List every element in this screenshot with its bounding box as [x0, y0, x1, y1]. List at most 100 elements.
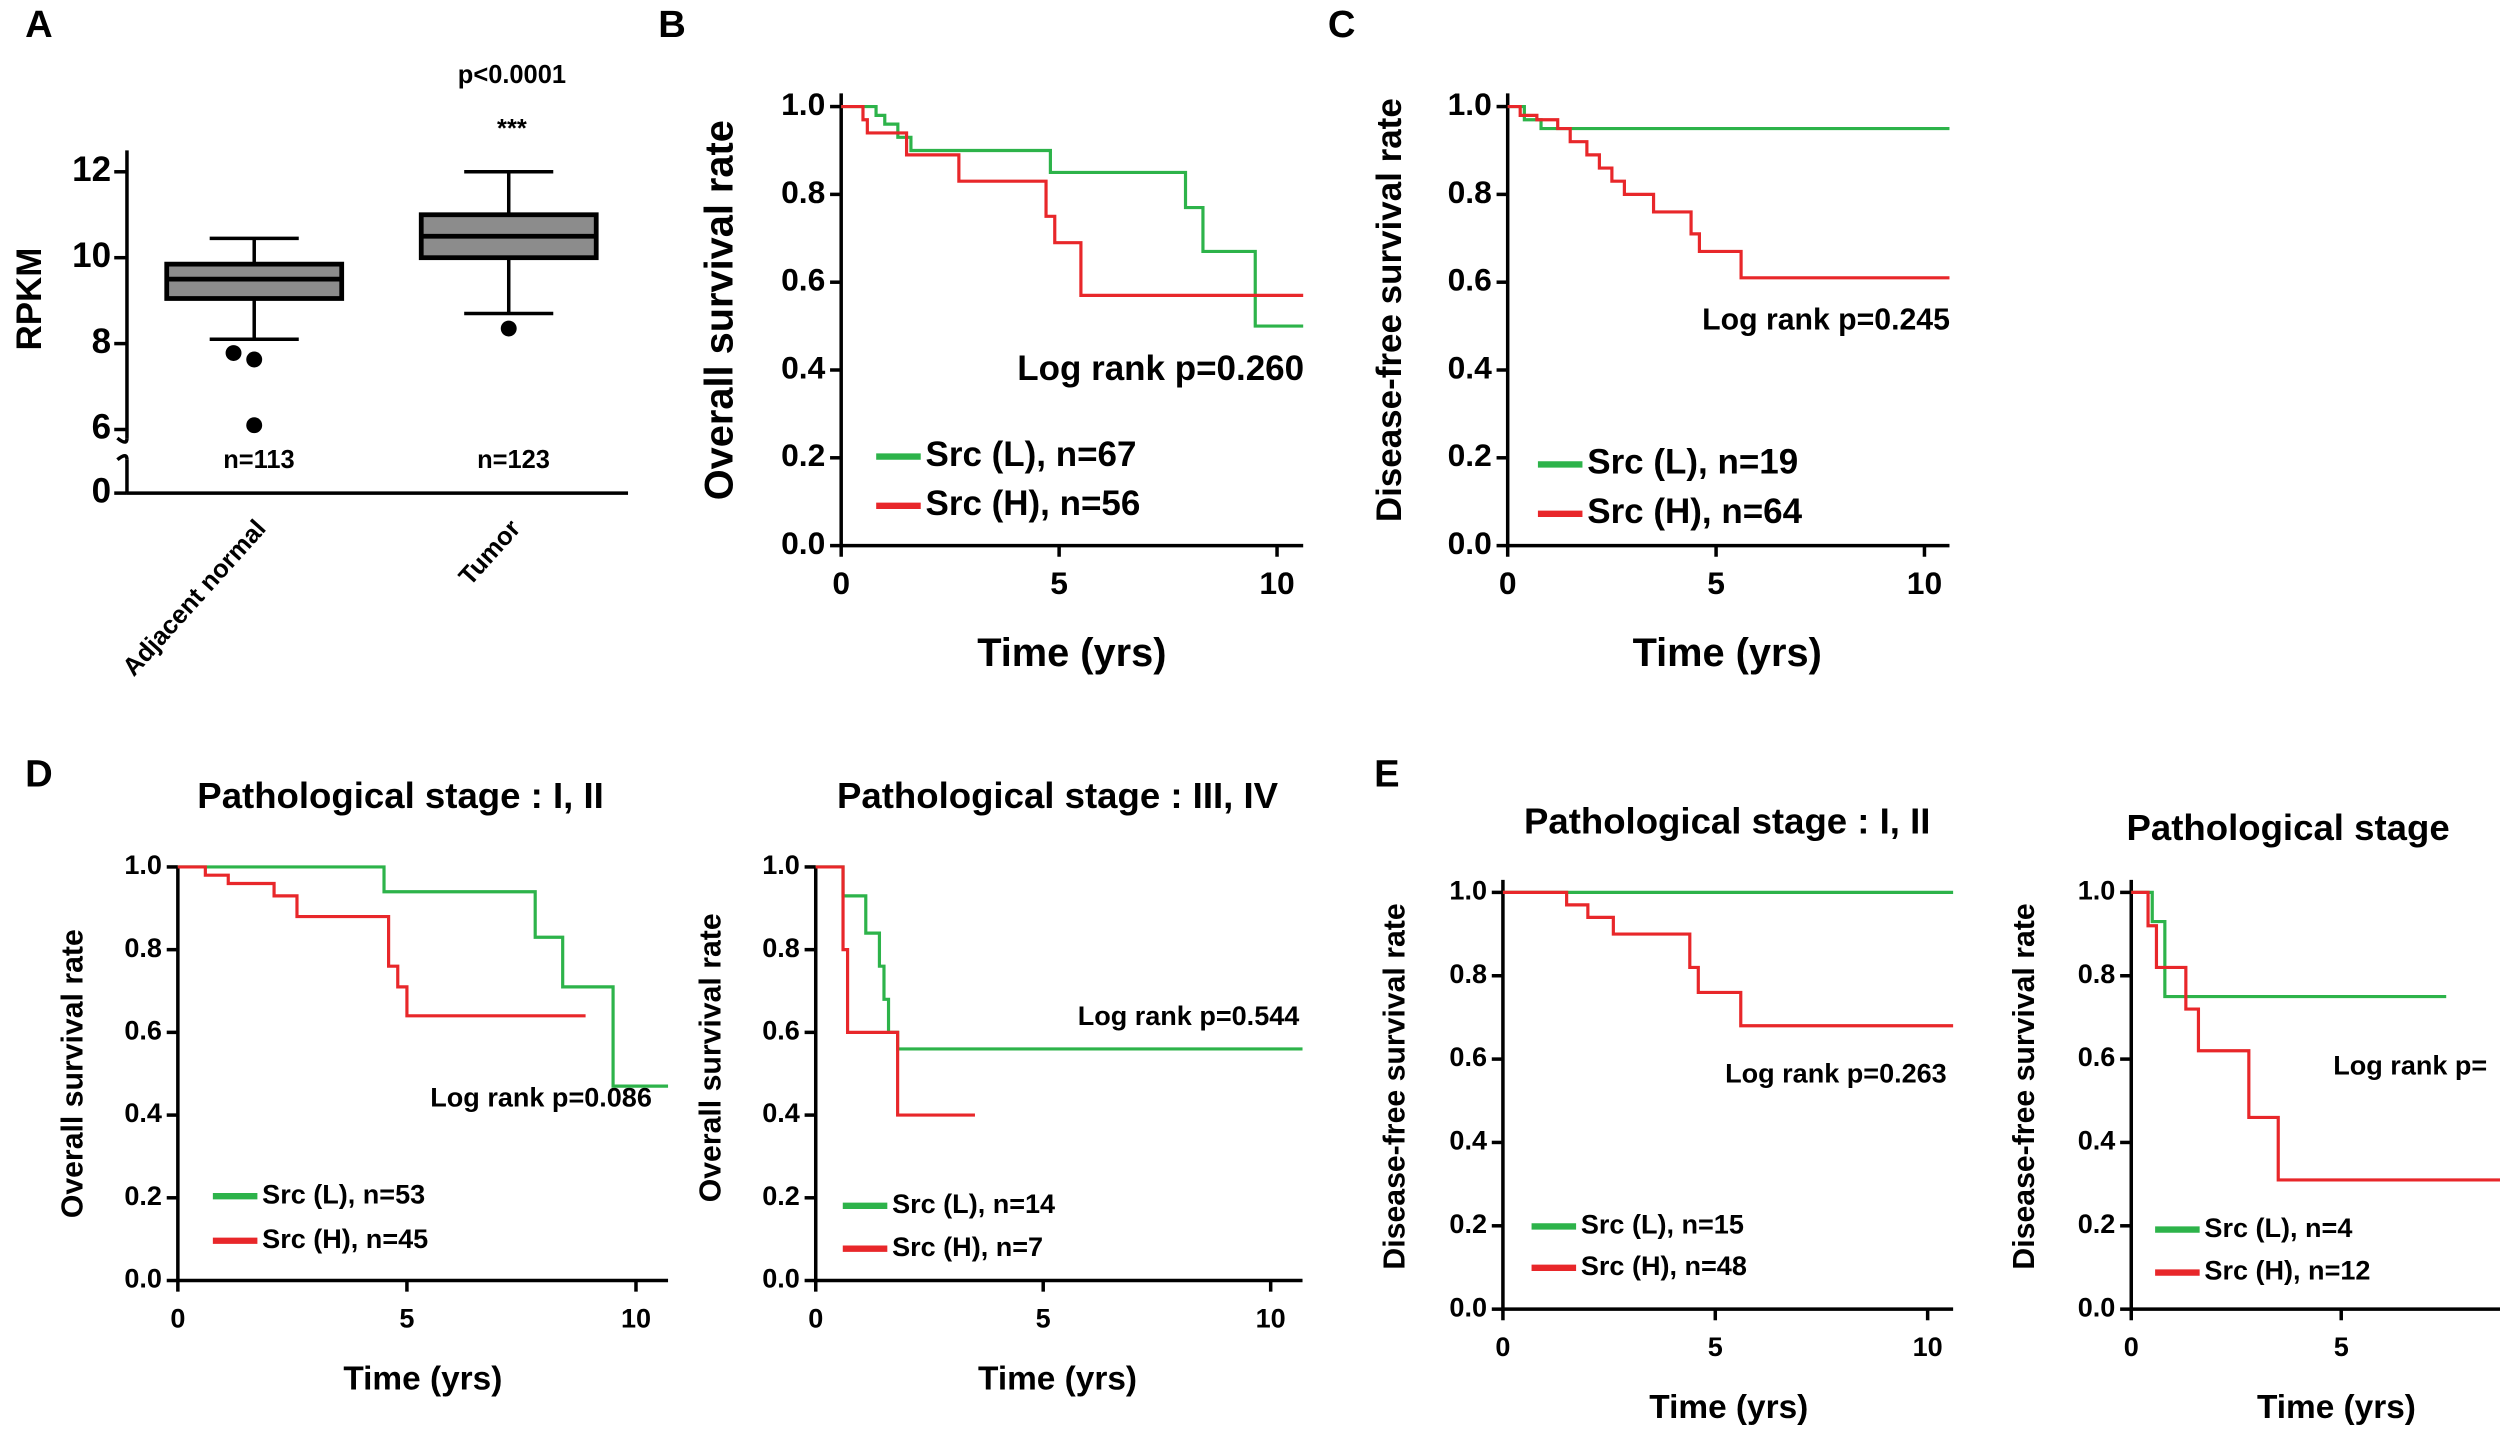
y-tick-label: 0.8 [762, 933, 800, 963]
survival-curve [2131, 890, 2500, 1182]
chart-title: Pathological stage : I, II [197, 775, 604, 816]
survival-curve [2131, 890, 2447, 999]
y-tick-label: 1.0 [1449, 876, 1487, 906]
panel-label: B [658, 3, 686, 46]
legend-label: Src (H), n=48 [1581, 1251, 1747, 1281]
y-tick-label: 0.2 [124, 1181, 162, 1211]
y-tick-label: 1.0 [762, 850, 800, 880]
x-axis-label: Time (yrs) [977, 631, 1166, 675]
y-tick-label: 0.8 [2078, 959, 2116, 989]
y-tick-label: 0.6 [2078, 1042, 2116, 1072]
y-tick-label: 0.8 [1448, 174, 1492, 210]
y-tick-label: 0.0 [762, 1264, 800, 1294]
x-axis-label: Time (yrs) [2257, 1389, 2416, 1426]
annotation: Log rank p=0.245 [1702, 303, 1950, 336]
survival-curve [1502, 890, 1954, 1028]
y-axis-label: Overall survival rate [697, 120, 741, 500]
legend-label: Src (H), n=64 [1587, 492, 1802, 531]
y-tick-label: 0.0 [2078, 1292, 2116, 1322]
y-tick-label: 0.2 [1449, 1209, 1487, 1239]
survival-curve [177, 865, 586, 1018]
y-tick-label: 0.4 [124, 1098, 162, 1128]
x-tick-label: 0 [1495, 1332, 1510, 1362]
y-tick-label: 0.6 [124, 1016, 162, 1046]
y-tick-label: 1.0 [781, 86, 825, 122]
y-tick-label: 1.0 [1448, 86, 1492, 122]
y-tick-label: 0.8 [1449, 959, 1487, 989]
y-tick-label: 10 [72, 236, 111, 275]
y-tick-label: 0.0 [1449, 1292, 1487, 1322]
y-tick-label: 6 [92, 408, 111, 447]
x-tick-label: Tumor [454, 515, 527, 591]
y-tick-label: 1.0 [2078, 876, 2116, 906]
p-value: p<0.0001 [458, 61, 566, 89]
survival-curve [815, 865, 975, 1117]
legend-label: Src (L), n=19 [1587, 443, 1798, 482]
x-tick-label: 5 [1708, 1332, 1723, 1362]
x-axis-label: Time (yrs) [1649, 1389, 1808, 1426]
y-axis-label: Disease-free survival rate [2008, 903, 2041, 1269]
y-tick-label: 0.4 [1448, 349, 1493, 385]
y-tick-label: 0.6 [1448, 262, 1492, 298]
survival-curve [1507, 104, 1950, 280]
x-tick-label: 5 [399, 1303, 414, 1333]
y-tick-label: 0.4 [762, 1098, 800, 1128]
outlier [246, 351, 263, 368]
x-tick-label: 0 [1499, 565, 1517, 601]
chart-title: Pathological stage : III, IV [837, 775, 1279, 816]
x-tick-label: 10 [1259, 565, 1294, 601]
legend-label: Src (L), n=67 [925, 435, 1136, 474]
x-tick-label: 0 [832, 565, 850, 601]
x-tick-label: 5 [1036, 1303, 1051, 1333]
y-tick-label: 0.2 [2078, 1209, 2116, 1239]
panel-label: A [25, 3, 53, 46]
x-tick-label: Adjacent normal [117, 515, 271, 682]
x-tick-label: 10 [1907, 565, 1942, 601]
panel-label: D [25, 752, 53, 795]
y-tick-label: 0.4 [1449, 1126, 1487, 1156]
x-axis-label: Time (yrs) [1633, 631, 1822, 675]
x-tick-label: 5 [1707, 565, 1725, 601]
legend-label: Src (H), n=45 [262, 1224, 428, 1254]
y-axis-label: RPKM [10, 248, 49, 351]
axis-break [116, 436, 129, 462]
legend-label: Src (H), n=12 [2204, 1256, 2370, 1286]
y-axis-label: Disease-free survival rate [1370, 98, 1409, 522]
outlier [500, 320, 517, 337]
survival-curve [841, 104, 1304, 297]
survival-curve [841, 104, 1304, 328]
annotation: Log rank p=0.544 [1078, 1001, 1300, 1031]
x-tick-label: 0 [2124, 1332, 2139, 1362]
legend-label: Src (L), n=4 [2204, 1213, 2352, 1243]
chart-title: Pathological stage [2126, 807, 2449, 848]
x-axis-label: Time (yrs) [343, 1361, 502, 1398]
x-tick-label: 5 [1050, 565, 1068, 601]
y-tick-label: 0.8 [124, 933, 162, 963]
y-axis-label: Disease-free survival rate [1378, 903, 1411, 1269]
y-tick-label: 0.6 [1449, 1042, 1487, 1072]
y-tick-label: 0.2 [781, 437, 825, 473]
legend-label: Src (H), n=7 [892, 1232, 1043, 1262]
x-tick-label: 10 [621, 1303, 651, 1333]
y-tick-label: 0.6 [762, 1016, 800, 1046]
n-label: n=123 [477, 446, 550, 474]
outlier [225, 345, 242, 361]
x-tick-label: 10 [1913, 1332, 1943, 1362]
annotation: Log rank p= [2333, 1051, 2487, 1081]
legend-label: Src (L), n=14 [892, 1189, 1055, 1219]
x-axis-label: Time (yrs) [978, 1361, 1137, 1398]
y-tick-label: 0.2 [1448, 437, 1492, 473]
y-tick-label: 0.8 [781, 174, 825, 210]
y-tick-label: 0.6 [781, 262, 825, 298]
y-tick-label: 8 [92, 322, 111, 361]
legend-label: Src (H), n=56 [925, 484, 1140, 523]
annotation: Log rank p=0.260 [1017, 349, 1304, 388]
panel-label: E [1374, 752, 1399, 795]
legend-label: Src (L), n=53 [262, 1179, 425, 1209]
y-tick-label: 0.0 [124, 1264, 162, 1294]
y-tick-label: 1.0 [124, 850, 162, 880]
panel-label: C [1328, 3, 1356, 46]
y-axis-label: Overall survival rate [56, 929, 89, 1218]
x-tick-label: 10 [1256, 1303, 1286, 1333]
